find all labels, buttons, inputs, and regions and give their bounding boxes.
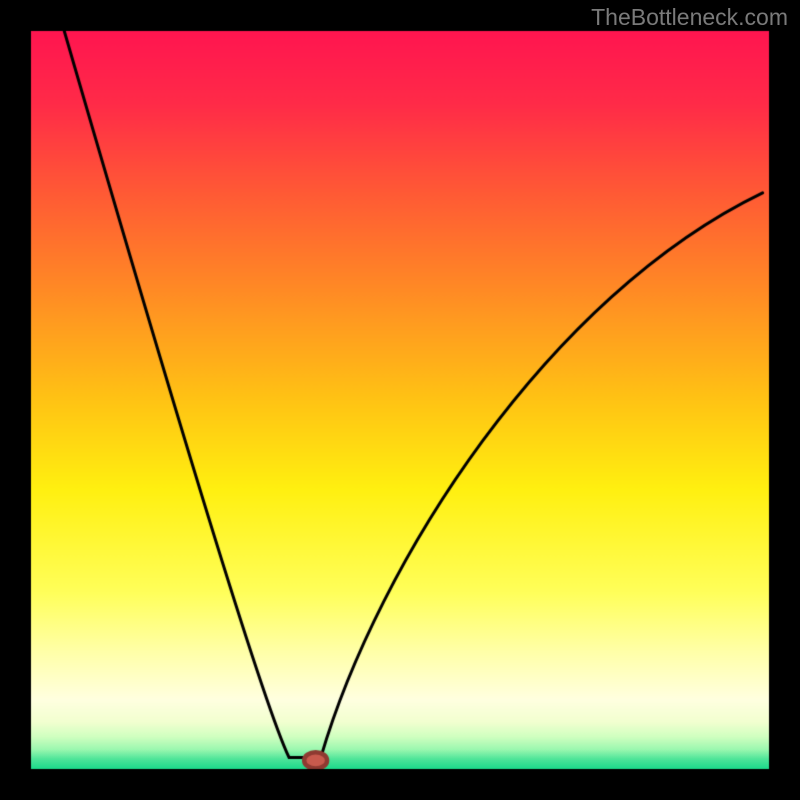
chart-stage: { "canvas": { "width": 800, "height": 80… [0,0,800,800]
watermark-text: TheBottleneck.com [591,4,788,31]
bottleneck-curve-chart [0,0,800,800]
